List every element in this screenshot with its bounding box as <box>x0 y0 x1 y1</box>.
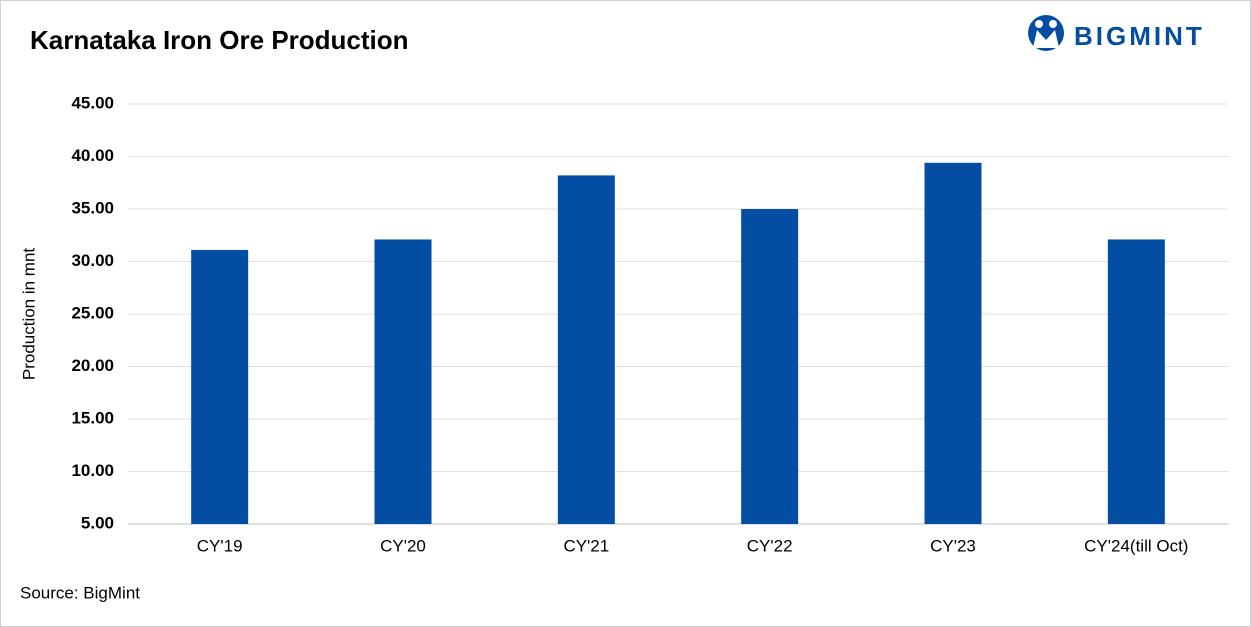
bar <box>924 162 982 525</box>
logo-icon <box>1028 15 1064 51</box>
y-tick-label: 30.00 <box>71 251 114 270</box>
y-tick-label: 5.00 <box>81 513 114 532</box>
y-tick-label: 15.00 <box>71 408 114 427</box>
x-tick-label: CY'24(till Oct) <box>1084 536 1188 555</box>
x-tick-label: CY'21 <box>563 536 609 555</box>
y-tick-label: 45.00 <box>71 93 114 112</box>
bar <box>557 175 615 524</box>
y-tick-label: 25.00 <box>71 303 114 322</box>
y-tick-label: 20.00 <box>71 356 114 375</box>
y-axis-label: Production in mnt <box>19 248 38 381</box>
source: Source: BigMint <box>20 583 140 602</box>
y-tick-label: 40.00 <box>71 146 114 165</box>
y-tick-label: 10.00 <box>71 461 114 480</box>
bar <box>191 249 249 524</box>
x-tick-label: CY'22 <box>747 536 793 555</box>
bar <box>741 209 799 524</box>
bar <box>374 239 432 524</box>
x-tick-label: CY'19 <box>197 536 243 555</box>
x-tick-label: CY'23 <box>930 536 976 555</box>
chart-title: Karnataka Iron Ore Production <box>30 25 409 55</box>
bar <box>1107 239 1165 524</box>
y-tick-label: 35.00 <box>71 198 114 217</box>
x-tick-label: CY'20 <box>380 536 426 555</box>
logo: BIGMINT <box>1074 21 1205 51</box>
